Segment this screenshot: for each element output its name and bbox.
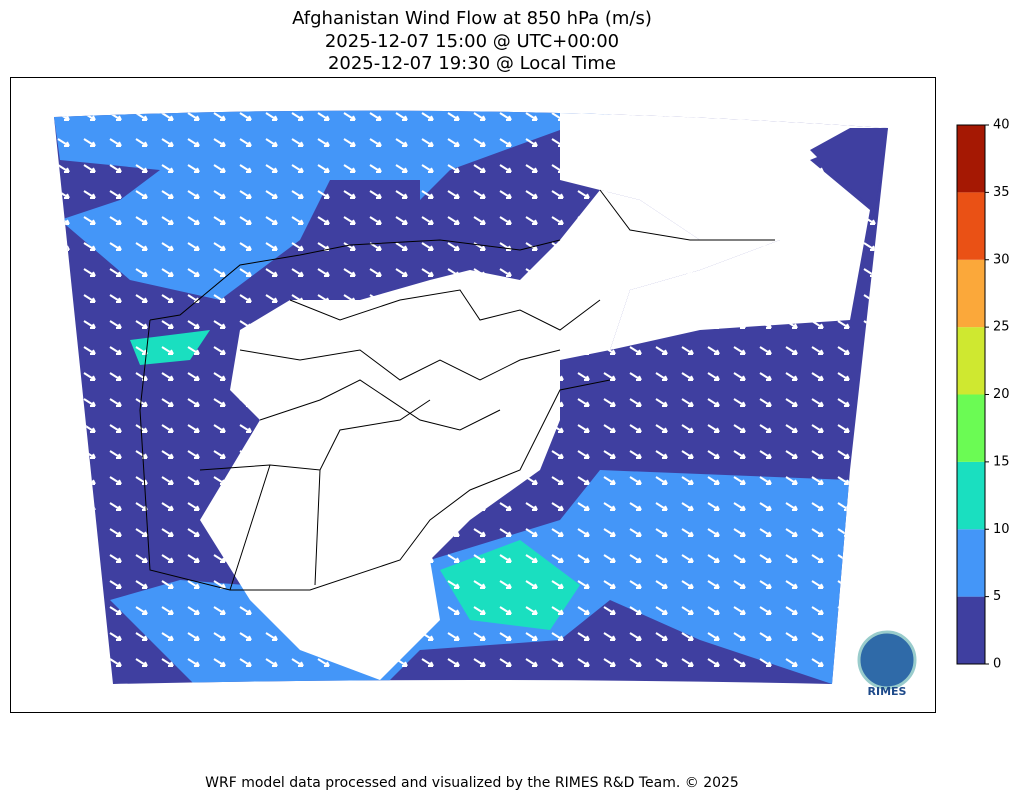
land-masked [200, 190, 780, 680]
subtitle: 2025-12-07 19:30 @ Local Time [328, 53, 616, 74]
colorbar-tick-label: 20 [993, 387, 1010, 402]
colorbar-tick-label: 15 [993, 454, 1010, 469]
map-frame [10, 77, 936, 713]
land-masked [560, 110, 888, 350]
colorbar-tick-label: 5 [993, 589, 1001, 604]
colorbar-segment [957, 125, 985, 193]
admin-borders [139, 189, 775, 591]
colorbar-segment [957, 529, 985, 597]
colorbar-tick-label: 10 [993, 522, 1010, 537]
colorbar-tick-label: 30 [993, 252, 1010, 267]
colorbar-segment [957, 394, 985, 462]
subtitle: 2025-12-07 15:00 @ UTC+00:00 [325, 31, 619, 52]
colorbar-tick-label: 35 [993, 185, 1010, 200]
colorbar-segment [957, 327, 985, 395]
logo-emblem [857, 630, 917, 690]
colorbar-segment [957, 259, 985, 328]
colorbar: 0 5 10 15 20 25 30 35 40 [956, 118, 1010, 672]
logo-text: RIMES [868, 685, 907, 698]
colorbar-tick-label: 25 [993, 320, 1010, 335]
speed-0-5 [810, 128, 888, 210]
colorbar-tick-label: 0 [993, 657, 1001, 672]
wind-map [54, 110, 888, 685]
colorbar-segment [957, 192, 985, 260]
footer: WRF model data processed and visualized … [205, 775, 739, 791]
logo: RIMES [857, 630, 917, 698]
colorbar-tick-label: 40 [993, 118, 1010, 133]
title-block: Afghanistan Wind Flow at 850 hPa (m/s) 2… [292, 8, 652, 74]
colorbar-segment [957, 461, 985, 530]
title: Afghanistan Wind Flow at 850 hPa (m/s) [292, 8, 652, 29]
colorbar-segment [957, 596, 985, 664]
